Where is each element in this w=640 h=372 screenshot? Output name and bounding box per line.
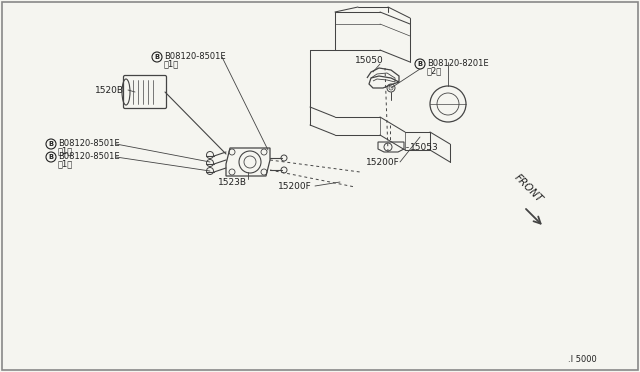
Text: B08120-8501E: B08120-8501E xyxy=(164,51,226,61)
Text: 15200F: 15200F xyxy=(278,182,312,190)
Text: B: B xyxy=(154,54,159,60)
Text: （1）: （1） xyxy=(164,60,179,68)
Text: B08120-8501E: B08120-8501E xyxy=(58,138,120,148)
Text: 1520B: 1520B xyxy=(95,86,124,94)
Text: 1523B: 1523B xyxy=(218,177,247,186)
Text: FRONT: FRONT xyxy=(512,173,544,205)
Text: 15200F: 15200F xyxy=(366,157,400,167)
Text: 15053: 15053 xyxy=(410,142,439,151)
Text: .I 5000: .I 5000 xyxy=(568,355,596,364)
Text: （2）: （2） xyxy=(427,67,442,76)
Text: 15050: 15050 xyxy=(355,55,384,64)
Text: B: B xyxy=(417,61,422,67)
Text: B: B xyxy=(49,141,54,147)
Text: B08120-8501E: B08120-8501E xyxy=(58,151,120,160)
Text: B08120-8201E: B08120-8201E xyxy=(427,58,488,67)
Text: B: B xyxy=(49,154,54,160)
Text: （1）: （1） xyxy=(58,160,73,169)
Text: （1）: （1） xyxy=(58,147,73,155)
